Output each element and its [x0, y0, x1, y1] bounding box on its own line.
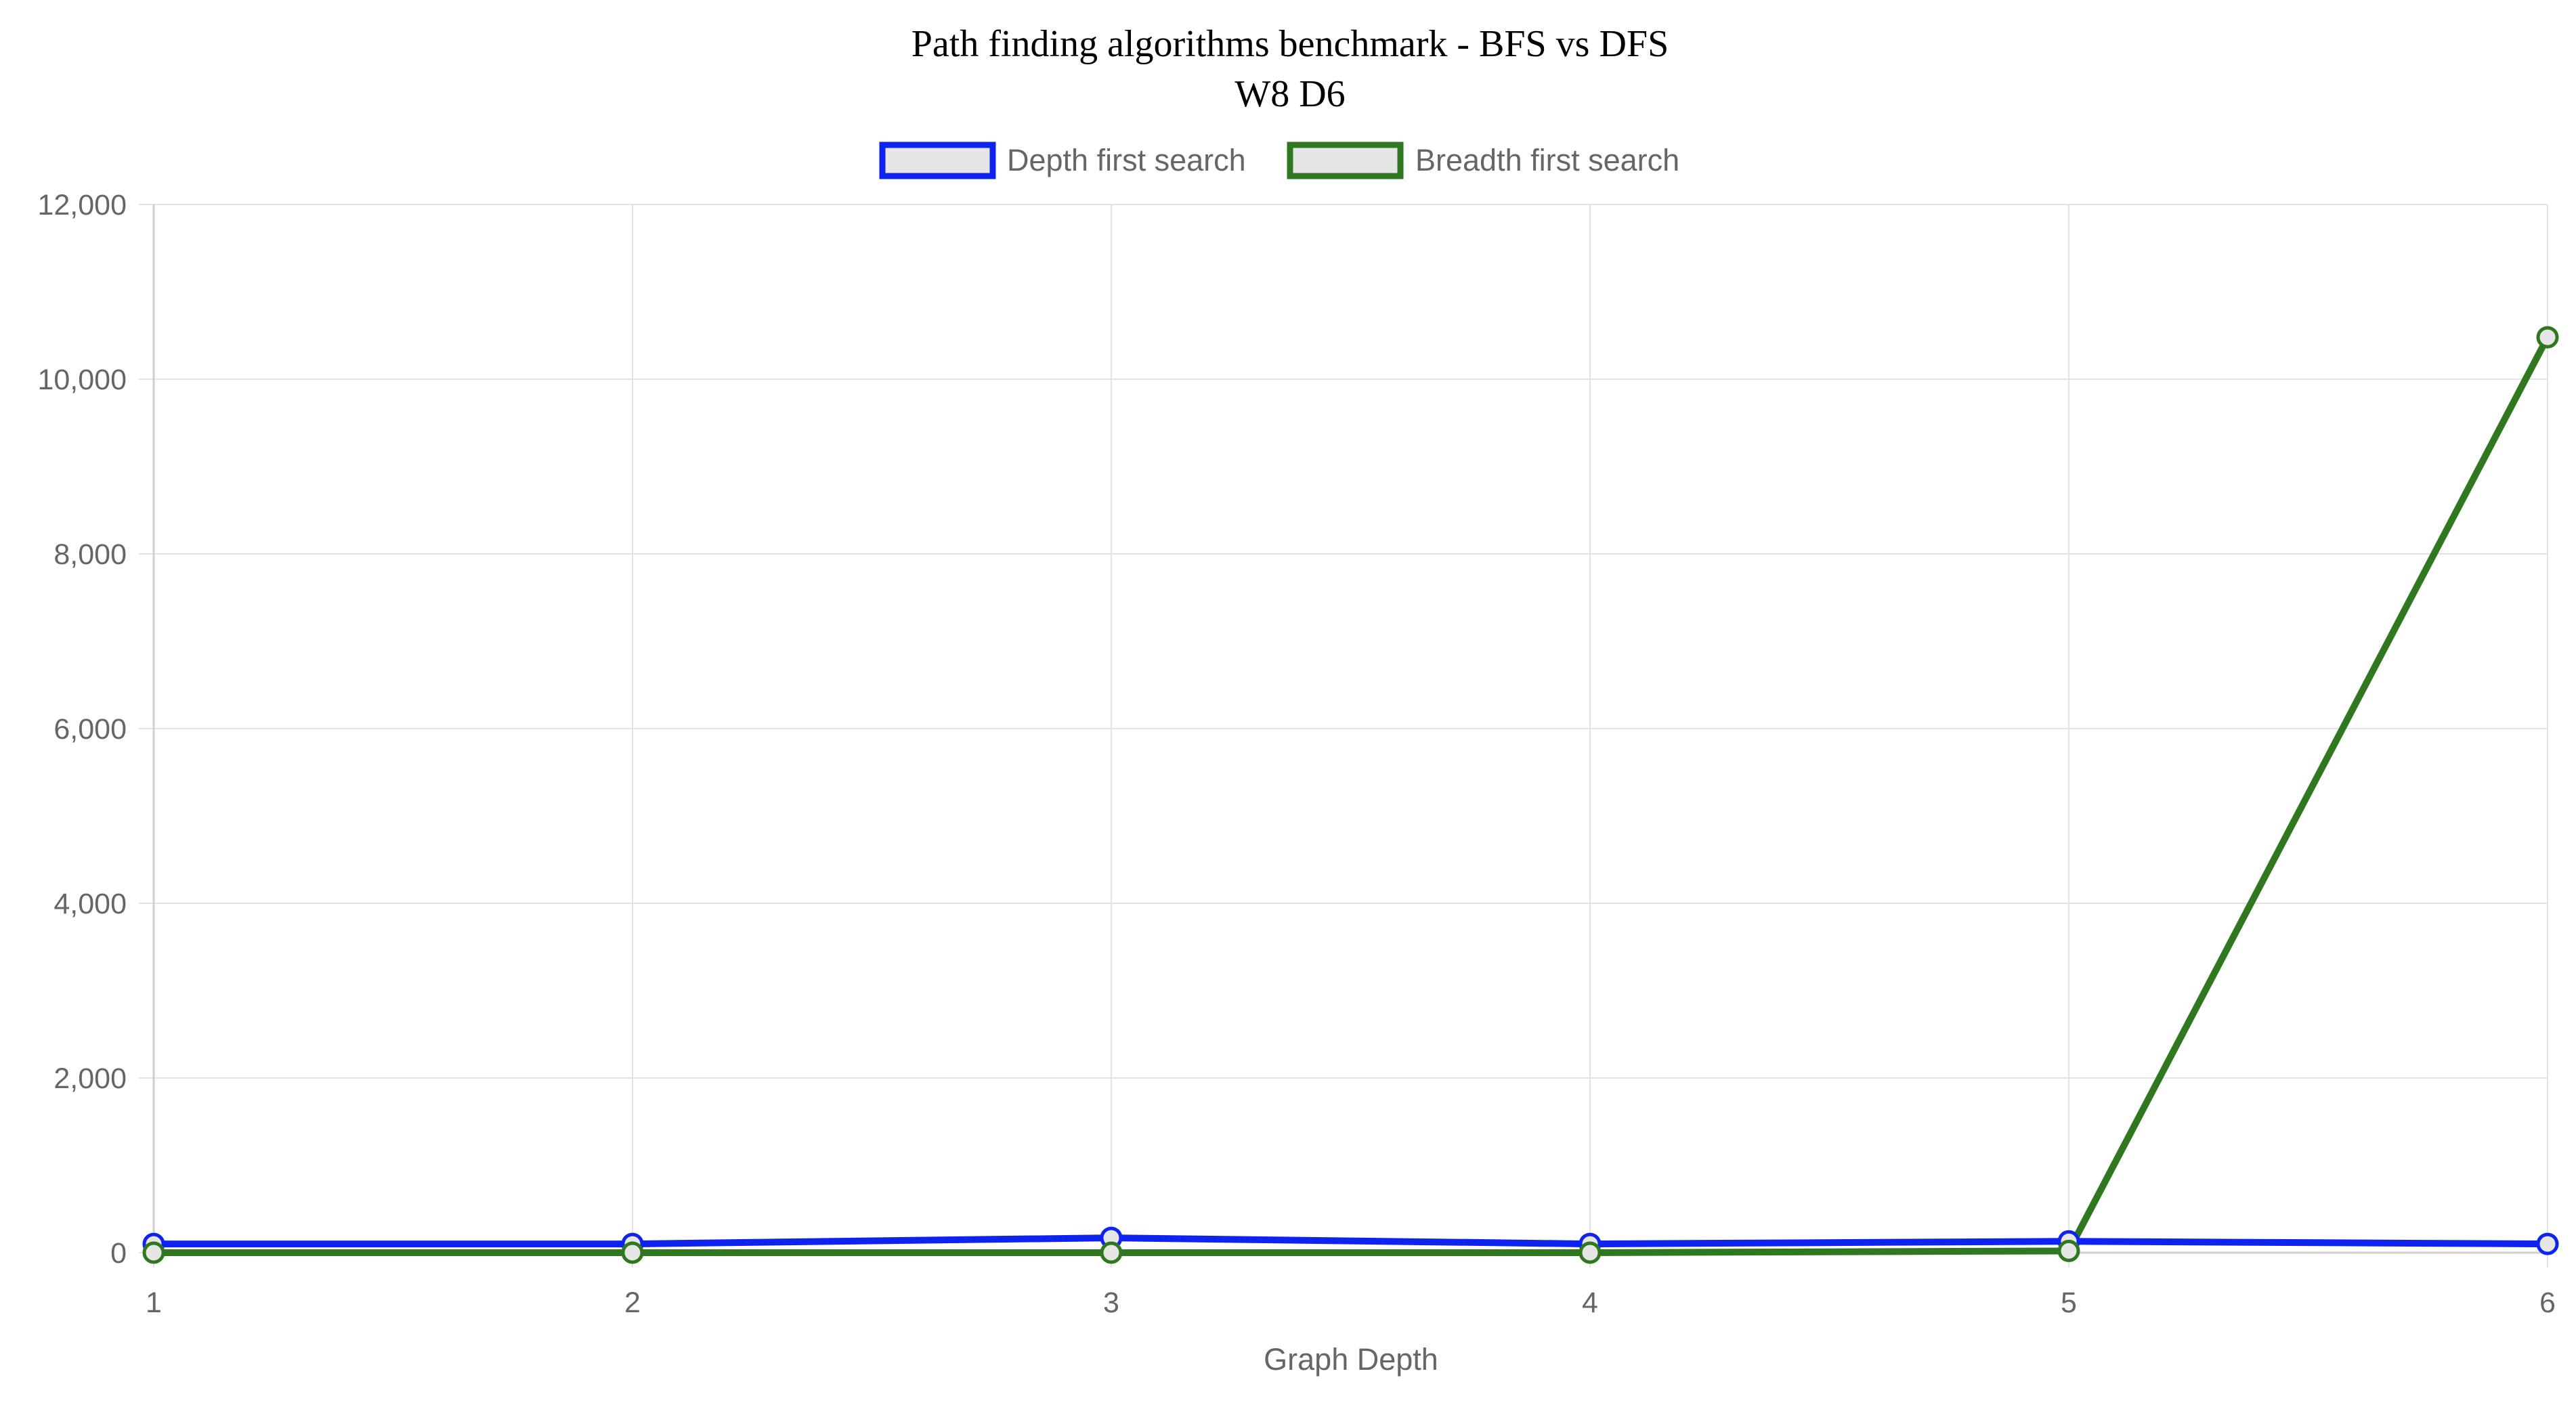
data-point-bfs[interactable]: [2057, 1239, 2080, 1262]
legend-label-bfs: Breadth first search: [1415, 143, 1679, 177]
x-tick-label: 3: [1103, 1287, 1119, 1319]
y-tick-label: 12,000: [37, 189, 127, 221]
x-tick-label: 6: [2539, 1287, 2556, 1319]
series-lines: [150, 334, 2551, 1256]
legend-label-dfs: Depth first search: [1007, 143, 1246, 177]
data-point-bfs[interactable]: [1579, 1241, 1602, 1264]
y-tick-label: 2,000: [53, 1062, 127, 1095]
legend-item-dfs[interactable]: Depth first search: [879, 142, 1246, 179]
data-point-bfs[interactable]: [1100, 1241, 1123, 1264]
chart-subtitle: W8 D6: [1235, 73, 1345, 115]
y-tick-label: 4,000: [53, 888, 127, 920]
x-tick-label: 1: [146, 1287, 162, 1319]
series-line-dfs: [150, 1234, 2551, 1248]
series-line-bfs: [150, 334, 2551, 1256]
data-point-bfs[interactable]: [621, 1241, 644, 1264]
x-tick-label: 2: [624, 1287, 641, 1319]
legend-swatch-bfs: [1287, 142, 1404, 179]
y-tick-label: 0: [110, 1237, 127, 1270]
y-tick-label: 8,000: [53, 538, 127, 571]
axes: 0 2,000 4,000 6,000 8,000 10,000 12,000 1 2 3 4 5 6: [37, 189, 2555, 1319]
x-axis-title: Graph Depth: [1264, 1342, 1438, 1377]
chart-title: Path finding algorithms benchmark - BFS …: [911, 23, 1669, 65]
legend: Depth first search Breadth first search: [879, 142, 1679, 179]
x-tick-label: 5: [2061, 1287, 2077, 1319]
data-point-bfs[interactable]: [2536, 326, 2559, 349]
data-point-dfs[interactable]: [2536, 1232, 2559, 1255]
x-tick-label: 4: [1582, 1287, 1598, 1319]
data-point-bfs[interactable]: [142, 1241, 165, 1264]
legend-swatch-dfs: [879, 142, 996, 179]
data-points: [142, 326, 2559, 1264]
legend-item-bfs[interactable]: Breadth first search: [1287, 142, 1679, 179]
y-tick-label: 6,000: [53, 713, 127, 746]
gridlines: [139, 204, 2548, 1268]
y-tick-label: 10,000: [37, 364, 127, 396]
